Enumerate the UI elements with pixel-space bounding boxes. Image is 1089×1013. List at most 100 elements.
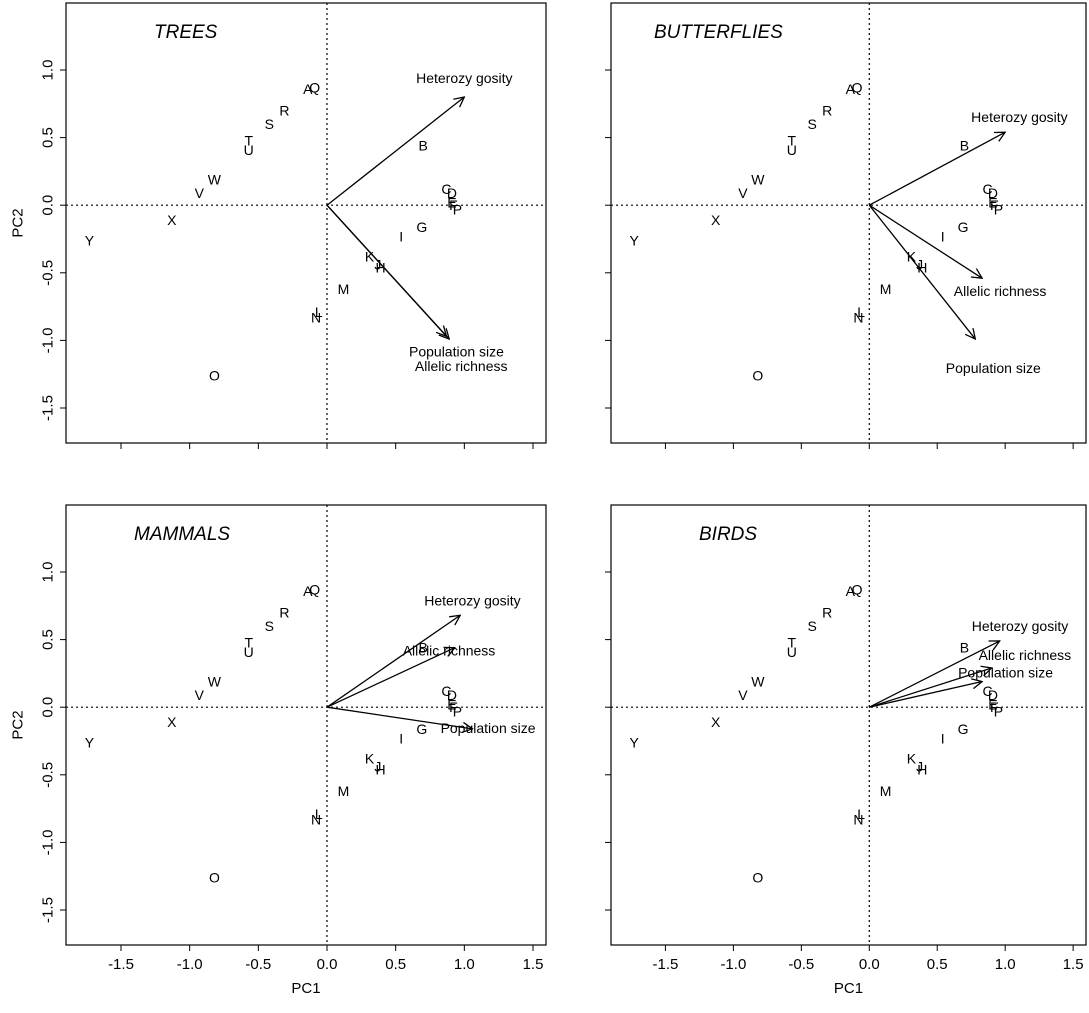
plot-frame xyxy=(65,2,547,444)
x-tick-label: 0.0 xyxy=(317,956,338,973)
point-Y: Y xyxy=(85,734,95,750)
point-O: O xyxy=(209,870,220,886)
point-A: A xyxy=(846,81,856,97)
point-N: N xyxy=(853,309,863,325)
point-K: K xyxy=(907,249,917,265)
x-tick-label: -1.0 xyxy=(177,956,203,973)
point-X: X xyxy=(711,714,721,730)
point-W: W xyxy=(208,674,222,690)
point-W: W xyxy=(751,172,765,188)
point-Q: Q xyxy=(309,582,320,598)
plot-frame xyxy=(65,504,547,946)
x-tick-label: 1.5 xyxy=(1063,956,1084,973)
panel-birds: -1.5 -1.0 -0.5 0.0 0.5 1.0 1.5PC1BIRDSAQBCDEFP… xyxy=(605,504,1087,997)
point-C: C xyxy=(982,683,992,699)
point-F: F xyxy=(990,699,999,715)
point-H: H xyxy=(917,761,927,777)
point-F: F xyxy=(449,197,458,213)
y-tick-label: -0.5 xyxy=(40,260,57,286)
point-G: G xyxy=(958,721,969,737)
vector-label: Allelic richness xyxy=(415,358,508,374)
x-tick-label: -1.5 xyxy=(652,956,678,973)
point-Y: Y xyxy=(85,232,95,248)
point-C: C xyxy=(982,181,992,197)
vector-label: Population size xyxy=(441,720,536,736)
point-K: K xyxy=(365,249,375,265)
point-X: X xyxy=(711,212,721,228)
point-P: P xyxy=(453,201,462,217)
panel-title: BUTTERFLIES xyxy=(654,22,783,43)
x-tick-label: 1.0 xyxy=(454,956,475,973)
point-E: E xyxy=(447,696,456,712)
point-G: G xyxy=(416,219,427,235)
x-tick-label: 0.5 xyxy=(927,956,948,973)
point-S: S xyxy=(808,618,817,634)
x-tick-label: 0.5 xyxy=(385,956,406,973)
x-tick-label: -0.5 xyxy=(788,956,814,973)
point-K: K xyxy=(907,751,917,767)
point-H: H xyxy=(375,761,385,777)
point-D: D xyxy=(988,185,998,201)
point-B: B xyxy=(418,640,427,656)
vector-allelic-richness xyxy=(326,648,455,708)
panel-title: BIRDS xyxy=(699,524,757,545)
point-J: J xyxy=(374,759,381,775)
point-L: L xyxy=(857,806,865,822)
x-tick-label: 1.0 xyxy=(995,956,1016,973)
point-C: C xyxy=(441,181,451,197)
point-K: K xyxy=(365,751,375,767)
plot-frame xyxy=(610,2,1087,444)
y-axis-title: PC2 xyxy=(10,710,27,739)
point-X: X xyxy=(167,714,177,730)
panel-title: TREES xyxy=(154,22,218,43)
x-tick-label: 0.0 xyxy=(859,956,880,973)
point-D: D xyxy=(447,687,457,703)
point-L: L xyxy=(315,806,323,822)
point-L: L xyxy=(315,304,323,320)
y-tick-label: -1.0 xyxy=(40,829,57,855)
point-X: X xyxy=(167,212,177,228)
vector-label: Allelic richness xyxy=(954,283,1047,299)
point-N: N xyxy=(853,811,863,827)
point-M: M xyxy=(880,281,892,297)
point-M: M xyxy=(338,281,350,297)
point-M: M xyxy=(880,783,892,799)
point-B: B xyxy=(960,138,969,154)
point-E: E xyxy=(988,696,997,712)
point-I: I xyxy=(399,730,403,746)
point-V: V xyxy=(195,185,205,201)
vector-allelic-richness xyxy=(868,204,982,278)
point-S: S xyxy=(265,618,274,634)
point-T: T xyxy=(244,132,253,148)
point-M: M xyxy=(338,783,350,799)
vector-label: Allelic richness xyxy=(979,647,1072,663)
point-P: P xyxy=(994,201,1003,217)
point-I: I xyxy=(941,730,945,746)
point-D: D xyxy=(447,185,457,201)
x-tick-label: -1.0 xyxy=(720,956,746,973)
y-tick-label: 0.5 xyxy=(40,127,57,148)
point-N: N xyxy=(311,811,321,827)
vector-label: Heterozy gosity xyxy=(416,70,512,86)
vector-label: Allelic richness xyxy=(403,643,496,659)
y-tick-label: -1.0 xyxy=(40,327,57,353)
point-A: A xyxy=(303,81,313,97)
point-N: N xyxy=(311,309,321,325)
panel-mammals: -1.5 -1.0 -0.5 0.0 0.5 1.0 1.5 1.0 0.5 0.0 -0.5 -1.… xyxy=(10,504,547,997)
x-tick-label: -0.5 xyxy=(245,956,271,973)
vector-heterozy-gosity xyxy=(868,132,1005,206)
point-U: U xyxy=(787,142,797,158)
point-B: B xyxy=(418,138,427,154)
point-J: J xyxy=(374,257,381,273)
point-Y: Y xyxy=(629,734,639,750)
point-B: B xyxy=(960,640,969,656)
point-R: R xyxy=(279,103,289,119)
point-D: D xyxy=(988,687,998,703)
point-Q: Q xyxy=(852,582,863,598)
y-tick-label: -1.5 xyxy=(40,897,57,923)
y-tick-label: -0.5 xyxy=(40,762,57,788)
vector-label: Heterozy gosity xyxy=(972,618,1068,634)
point-G: G xyxy=(416,721,427,737)
